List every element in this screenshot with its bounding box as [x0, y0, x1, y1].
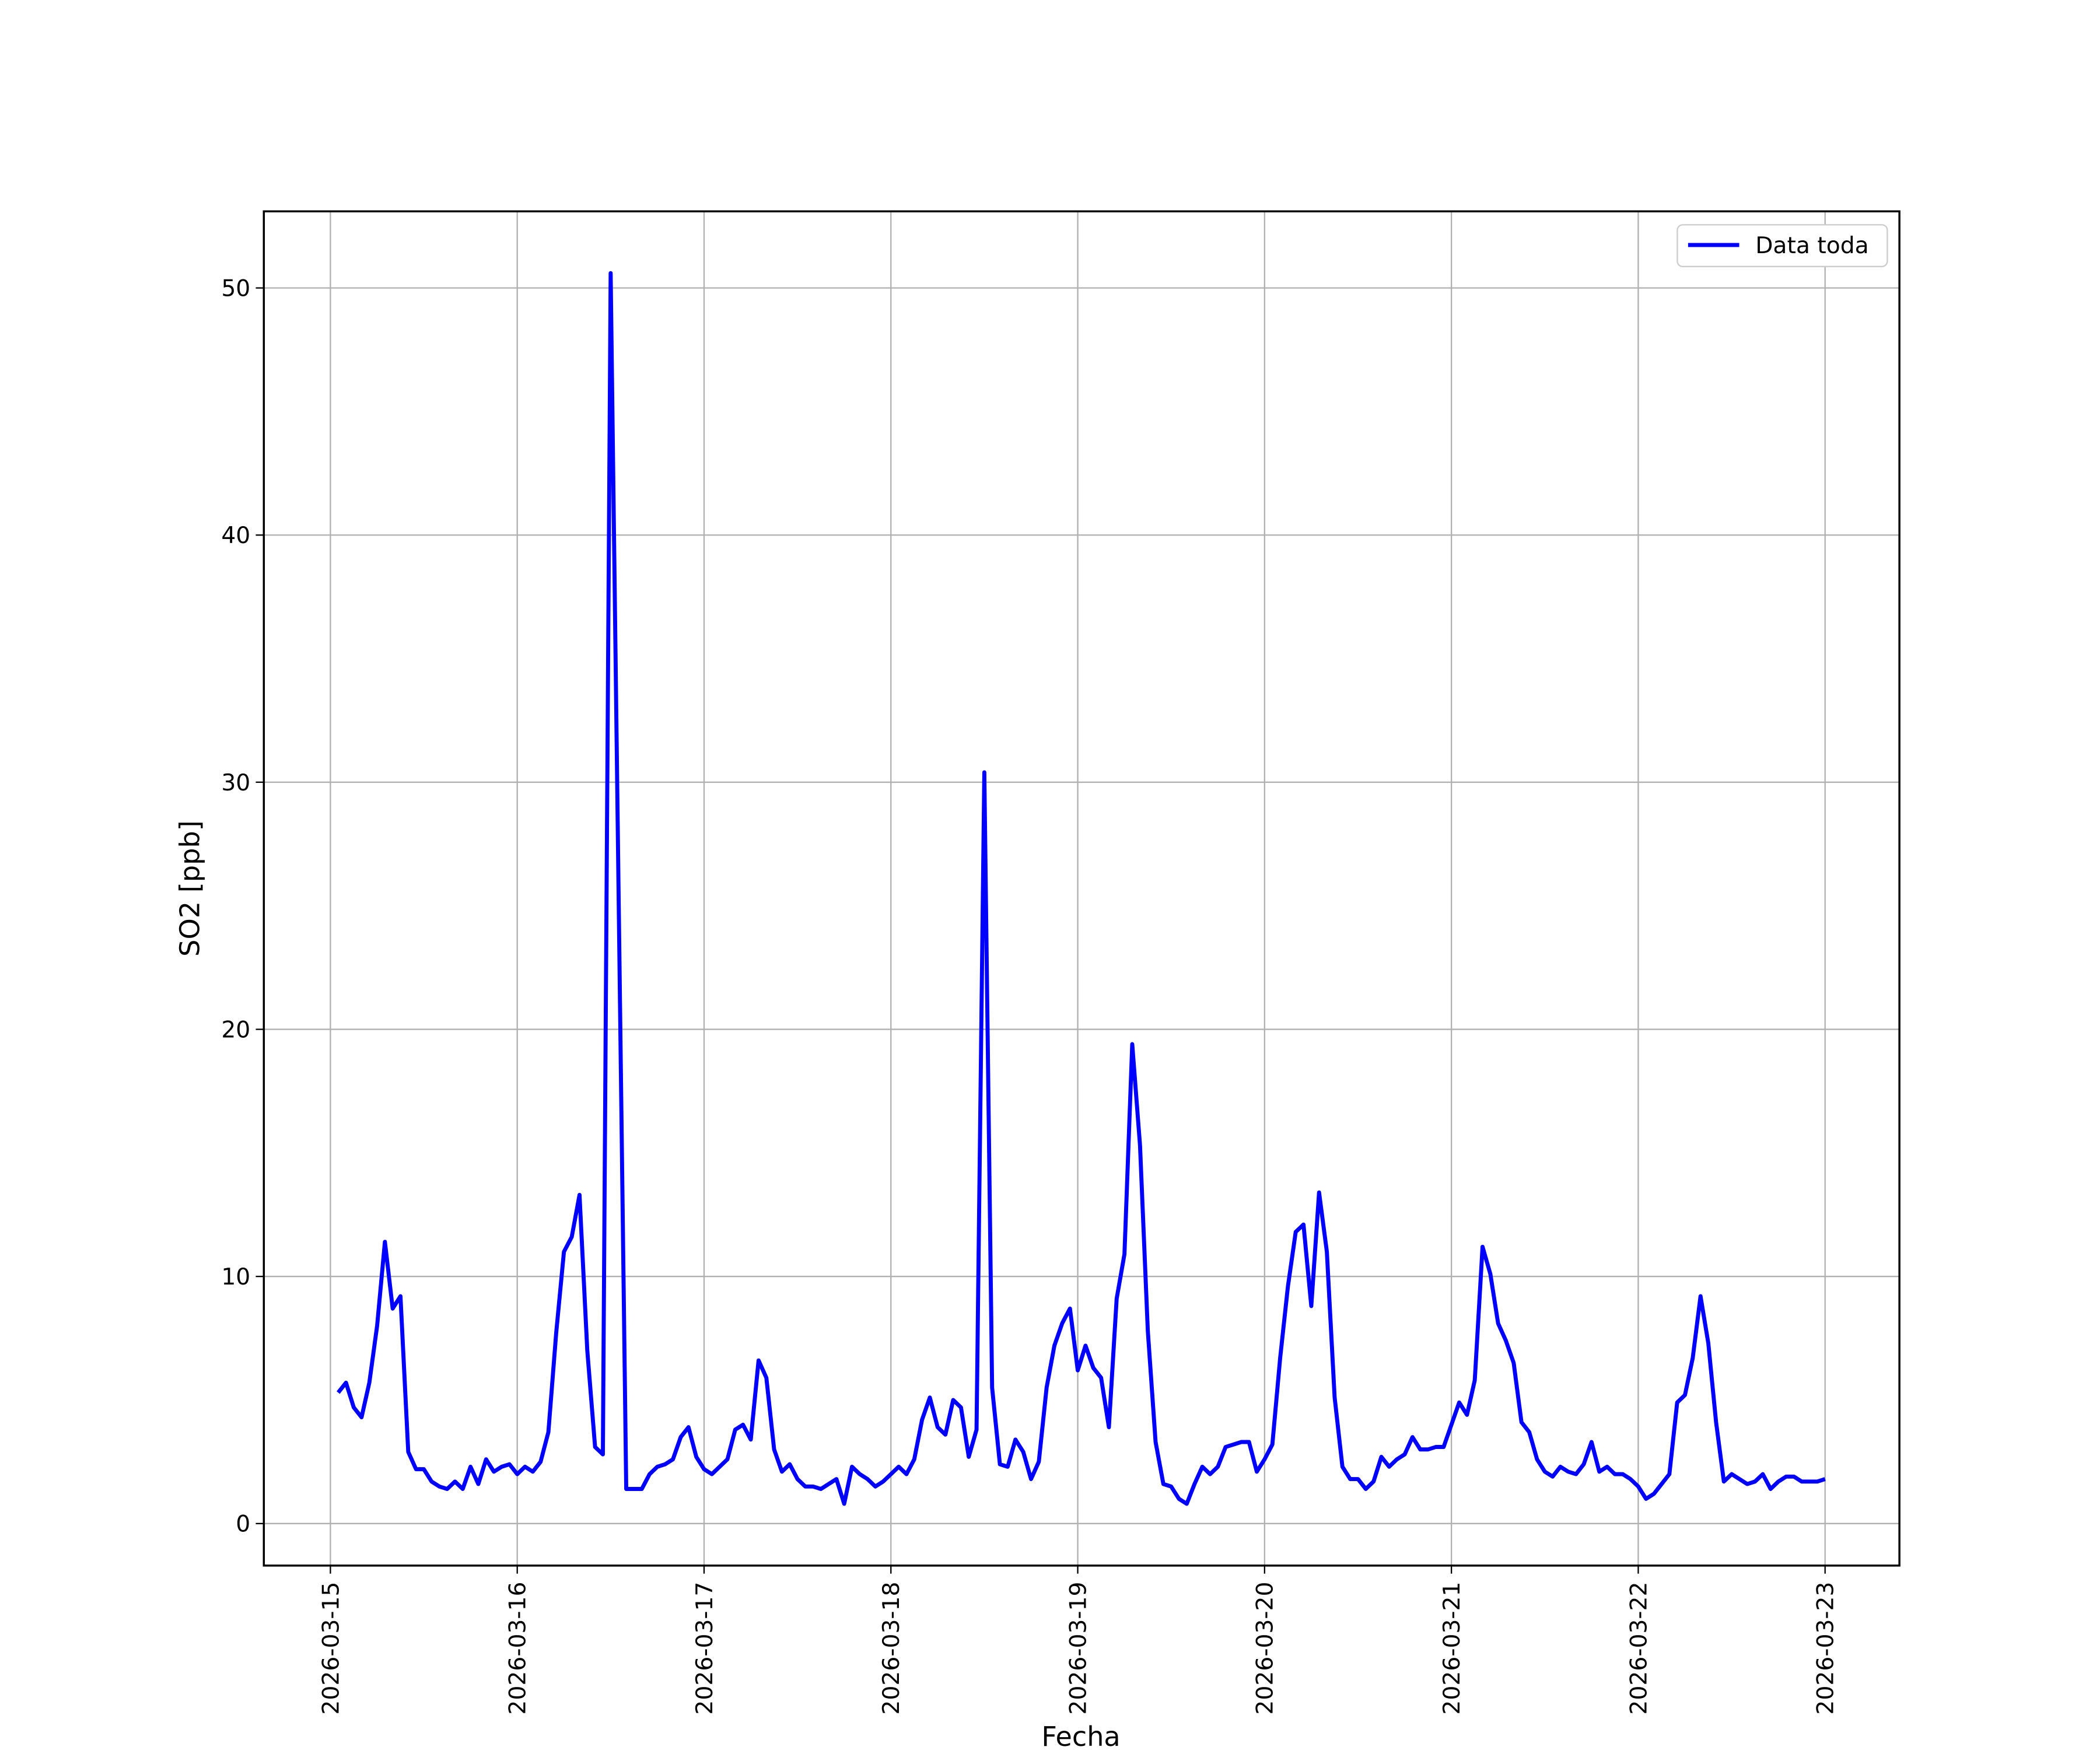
plot-frame [262, 210, 1901, 1567]
x-tick-label: 2026-03-20 [1252, 1582, 1279, 1715]
x-tick-label: 2026-03-16 [505, 1582, 531, 1715]
x-tick-label: 2026-03-17 [692, 1582, 718, 1715]
legend-box [1676, 224, 1888, 268]
y-tick-label: 50 [221, 275, 250, 302]
legend-label: Data toda [1755, 233, 1868, 259]
y-tick-label: 0 [236, 1511, 250, 1538]
x-tick-label: 2026-03-15 [318, 1582, 344, 1715]
x-tick-label: 2026-03-22 [1626, 1582, 1652, 1715]
x-axis-label: Fecha [1041, 1721, 1120, 1750]
x-tick-label: 2026-03-21 [1439, 1582, 1465, 1715]
x-tick-label: 2026-03-19 [1065, 1582, 1091, 1715]
x-tick-label: 2026-03-23 [1813, 1582, 1839, 1715]
y-axis-label: SO2 [ppb] [174, 820, 206, 957]
y-tick-label: 20 [221, 1017, 250, 1043]
y-tick-label: 40 [221, 523, 250, 549]
y-tick-label: 30 [221, 770, 250, 796]
data-line [337, 271, 1826, 1506]
x-tick-label: 2026-03-18 [878, 1582, 905, 1715]
y-tick-label: 10 [221, 1264, 250, 1290]
